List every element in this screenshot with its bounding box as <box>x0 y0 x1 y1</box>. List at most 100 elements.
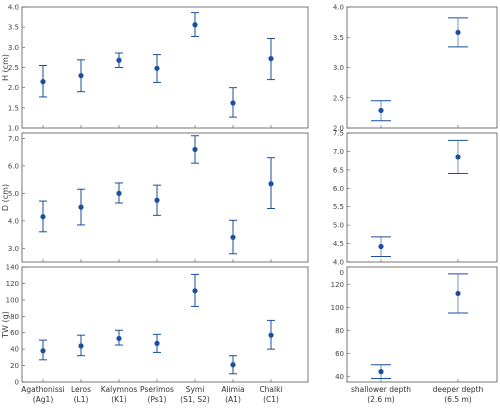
data-point <box>192 22 198 28</box>
y-tick-label: 4.0 <box>333 4 344 12</box>
data-point <box>116 335 122 342</box>
x-category-label: (C1) <box>263 395 279 404</box>
data-point <box>78 343 84 349</box>
panel-TW-depth: 40 60 80 100 120 0 shallower depth(2.6 m) deepe… <box>331 266 498 404</box>
y-tick-label: 40 <box>335 373 344 381</box>
y-tick-label: 4.0 <box>333 259 344 267</box>
panel-H-island: 1.0 1.5 2.0 2.5 3.0 3.5 4.0 H (cm) <box>1 4 309 133</box>
y-tick-label: 2.0 <box>333 125 344 133</box>
y-tick-label: 60 <box>10 329 19 337</box>
plot-frame <box>21 132 309 263</box>
y-tick-label: 5.5 <box>333 203 344 211</box>
y-tick-label: 5.0 <box>8 190 19 198</box>
y-tick-label: 3.0 <box>8 245 19 253</box>
x-category-label: (2.6 m) <box>367 395 395 404</box>
y-tick-label: 40 <box>10 346 19 354</box>
data-point <box>192 146 198 153</box>
y-tick-label: 6.5 <box>333 166 344 174</box>
data-point <box>378 107 384 114</box>
x-category-label: shallower depth <box>351 385 411 394</box>
y-tick-label: 4.0 <box>8 217 19 225</box>
data-point <box>268 181 274 187</box>
y-tick-label: 6.0 <box>8 162 19 170</box>
x-category-label: (S1, S2) <box>180 395 210 404</box>
y-tick-label: 3.0 <box>333 64 344 72</box>
y-tick-label: 5.0 <box>333 222 344 230</box>
data-point <box>268 332 274 338</box>
y-tick-label: 3.5 <box>8 24 19 32</box>
x-category-label: Symi <box>186 385 205 394</box>
y-tick-label: 6.0 <box>333 185 344 193</box>
plot-frame <box>346 6 498 129</box>
data-point <box>78 204 84 210</box>
x-category-label: Chalki <box>259 385 282 394</box>
y-tick-label: 2.5 <box>333 94 344 102</box>
data-point <box>116 57 122 63</box>
y-tick-label: 1.0 <box>8 125 19 133</box>
x-category-label: Alimia <box>221 385 244 394</box>
data-point <box>154 65 160 71</box>
data-point <box>455 290 461 297</box>
y-tick-label: 2.5 <box>8 64 19 72</box>
y-tick-label: 0 <box>340 269 344 277</box>
data-point <box>40 214 46 220</box>
data-point <box>40 79 46 85</box>
x-category-label: (6.5 m) <box>444 395 472 404</box>
y-tick-label: 7.5 <box>333 130 344 138</box>
y-axis-label: D (cm) <box>1 184 10 211</box>
panel-D-island: 3.0 4.0 5.0 6.0 7.0 D (cm) <box>1 132 309 263</box>
x-category-label: (L1) <box>74 395 89 404</box>
y-tick-label: 80 <box>335 327 344 335</box>
y-tick-label: 7.0 <box>333 148 344 156</box>
data-point <box>154 340 160 346</box>
x-category-label: (K1) <box>111 395 127 404</box>
x-category-label: (Ps1) <box>148 395 167 404</box>
data-point <box>40 348 46 354</box>
data-point <box>78 72 84 79</box>
x-category-label: Agathonissi <box>21 385 65 394</box>
y-axis-label: H (cm) <box>1 54 10 81</box>
data-point <box>230 362 236 368</box>
y-tick-label: 3.5 <box>333 34 344 42</box>
y-tick-label: 60 <box>335 350 344 358</box>
data-point <box>116 190 122 196</box>
y-tick-label: 120 <box>331 281 344 289</box>
panel-TW-island: 0 20 40 60 80 100 120 140 TW (g) Agathonissi(Ag1)… <box>1 264 309 404</box>
data-point <box>230 234 236 240</box>
x-category-label: Kalymnos <box>101 385 138 394</box>
y-tick-label: 100 <box>6 296 19 304</box>
y-tick-label: 140 <box>6 264 19 272</box>
y-tick-label: 7.0 <box>8 135 19 143</box>
y-tick-label: 80 <box>10 313 19 321</box>
y-tick-label: 1.5 <box>8 104 19 112</box>
data-point <box>154 197 160 203</box>
y-tick-label: 2.0 <box>8 84 19 92</box>
plot-frame <box>346 132 498 263</box>
data-point <box>378 369 384 375</box>
x-category-label: (A1) <box>225 395 241 404</box>
x-category-label: (Ag1) <box>33 395 54 404</box>
y-tick-label: 4.5 <box>333 240 344 248</box>
data-point <box>230 100 236 106</box>
data-point <box>192 288 198 294</box>
y-tick-label: 0 <box>15 379 19 387</box>
data-point <box>455 154 461 160</box>
y-tick-label: 20 <box>10 362 19 370</box>
data-point <box>268 56 274 62</box>
y-tick-label: 100 <box>331 304 344 312</box>
data-point <box>455 29 461 36</box>
panel-D-depth: 4.0 4.5 5.0 5.5 6.0 6.5 7.0 7.5 <box>333 130 498 267</box>
y-axis-label: TW (g) <box>1 311 10 339</box>
panel-H-depth: 2.0 2.5 3.0 3.5 4.0 <box>333 4 498 133</box>
plot-frame <box>21 6 309 129</box>
plot-frame <box>346 266 498 383</box>
plot-frame <box>21 266 309 383</box>
y-tick-label: 4.0 <box>8 4 19 12</box>
x-category-label: Pserimos <box>140 385 174 394</box>
y-tick-label: 120 <box>6 280 19 288</box>
x-category-label: deeper depth <box>433 385 484 394</box>
x-category-label: Leros <box>71 385 91 394</box>
y-tick-label: 3.0 <box>8 44 19 52</box>
data-point <box>378 243 384 250</box>
